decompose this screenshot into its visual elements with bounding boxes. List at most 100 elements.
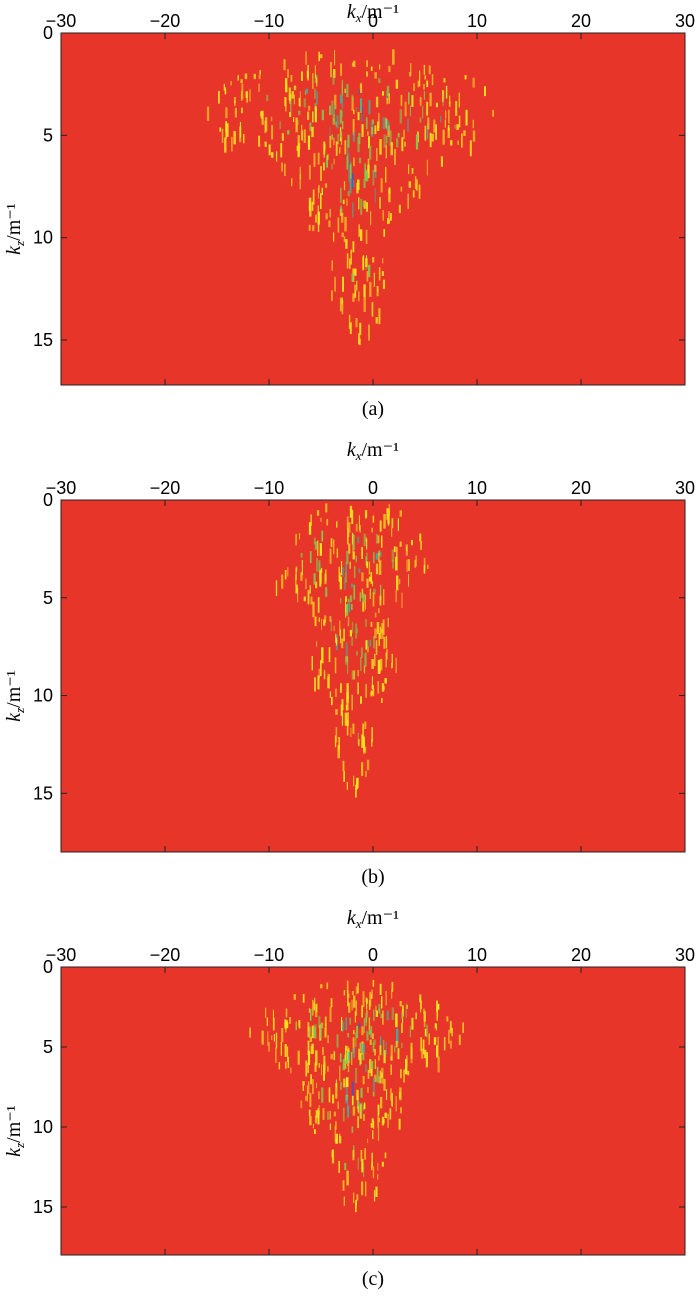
spectrum-streak — [391, 1092, 393, 1107]
spectrum-streak — [226, 123, 229, 137]
spectrum-streak — [341, 638, 344, 649]
spectrum-streak — [287, 69, 289, 78]
spectrum-streak — [317, 205, 319, 215]
spectrum-streak — [360, 229, 363, 241]
spectrum-streak — [386, 508, 389, 520]
spectrum-streak — [317, 211, 320, 225]
spectrum-streak — [408, 574, 410, 587]
spectrum-streak — [356, 1095, 359, 1109]
spectrum-streak — [429, 132, 432, 148]
spectrum-streak — [366, 60, 368, 68]
spectrum-streak — [437, 1036, 439, 1046]
spectrum-streak — [400, 1107, 402, 1114]
spectrum-streak — [371, 989, 373, 995]
spectrum-streak — [369, 281, 372, 297]
spectrum-streak — [281, 1028, 284, 1043]
spectrum-streak — [342, 1021, 345, 1032]
spectrum-streak — [391, 989, 393, 999]
spectrum-streak — [385, 1041, 387, 1056]
spectrum-streak — [448, 109, 450, 124]
spectrum-streak — [383, 589, 385, 605]
spectrum-streak — [348, 532, 350, 538]
spectrum-streak — [379, 1070, 381, 1083]
spectrum-streak — [409, 105, 411, 117]
spectrum-streak — [406, 1055, 408, 1067]
spectrum-streak — [368, 324, 370, 341]
spectrum-streak — [357, 536, 360, 544]
spectrum-streak — [348, 522, 351, 533]
spectrum-streak — [435, 124, 437, 140]
spectrum-streak — [397, 133, 400, 138]
spectrum-streak — [297, 135, 300, 150]
spectrum-streak — [345, 572, 347, 583]
spectrum-streak — [357, 732, 359, 746]
spectrum-streak — [351, 694, 353, 711]
spectrum-streak — [371, 739, 373, 747]
spectrum-streak — [335, 688, 337, 697]
spectrum-streak — [298, 533, 301, 540]
spectrum-streak — [330, 1054, 333, 1060]
spectrum-streak — [391, 663, 393, 669]
spectrum-streak — [428, 65, 431, 75]
spectrum-streak — [364, 746, 367, 754]
spectrum-streak — [321, 647, 324, 664]
spectrum-streak — [381, 1072, 383, 1078]
spectrum-streak — [368, 100, 371, 115]
x-tick-label: −30 — [46, 945, 77, 965]
spectrum-streak — [351, 1081, 354, 1097]
spectrum-streak — [379, 1045, 382, 1056]
spectrum-streak — [374, 1059, 376, 1069]
spectrum-streak — [447, 127, 450, 139]
panel-caption: (b) — [361, 866, 384, 888]
y-tick-label: 15 — [33, 1197, 53, 1217]
spectrum-streak — [328, 647, 331, 663]
spectrum-streak — [331, 1150, 333, 1158]
spectrum-streak — [382, 619, 385, 635]
spectrum-streak — [307, 1050, 311, 1066]
spectrum-streak — [390, 142, 393, 156]
spectrum-streak — [297, 1050, 300, 1065]
spectrum-streak — [425, 1052, 428, 1068]
spectrum-streak — [301, 124, 303, 140]
y-tick-label: 15 — [33, 330, 53, 350]
spectrum-streak — [363, 1164, 365, 1178]
spectrum-streak — [330, 62, 332, 78]
spectrum-streak — [406, 559, 408, 572]
spectrum-streak — [225, 107, 228, 119]
spectrum-streak — [380, 1096, 383, 1109]
spectrum-streak — [419, 96, 422, 106]
spectrum-streak — [372, 169, 375, 186]
spectrum-streak — [340, 131, 343, 145]
spectrum-field — [206, 49, 494, 346]
spectrum-streak — [395, 590, 397, 603]
spectrum-streak — [343, 1196, 345, 1206]
spectrum-streak — [310, 1046, 313, 1054]
spectrum-streak — [458, 92, 460, 108]
spectrum-streak — [351, 532, 353, 545]
spectrum-streak — [360, 696, 362, 704]
spectrum-streak — [287, 1022, 289, 1028]
spectrum-streak — [221, 128, 224, 143]
spectrum-streak — [355, 107, 357, 112]
spectrum-streak — [364, 1148, 366, 1160]
spectrum-streak — [380, 1036, 382, 1052]
spectrum-streak — [267, 1031, 269, 1046]
spectrum-streak — [258, 83, 260, 92]
spectrum-streak — [371, 119, 374, 125]
spectrum-streak — [364, 163, 366, 178]
spectrum-streak — [301, 71, 303, 81]
spectrum-streak — [307, 111, 310, 120]
spectrum-streak — [345, 1083, 348, 1100]
spectrum-streak — [318, 668, 320, 679]
spectrum-streak — [382, 210, 384, 221]
spectrum-streak — [378, 1117, 380, 1123]
spectrum-streak — [370, 211, 372, 226]
spectrum-streak — [385, 144, 387, 159]
spectrum-streak — [349, 561, 351, 569]
spectrum-streak — [382, 1010, 384, 1025]
spectrum-streak — [352, 544, 354, 560]
spectrum-streak — [307, 135, 311, 150]
spectrum-streak — [327, 1111, 329, 1120]
spectrum-streak — [344, 577, 346, 590]
